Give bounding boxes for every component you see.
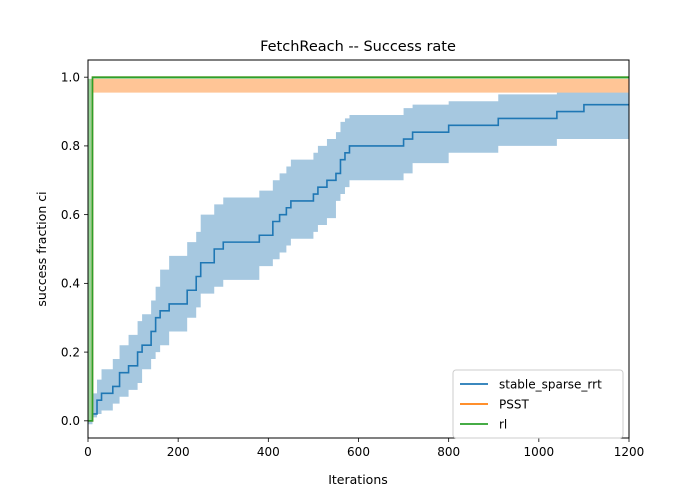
- x-tick-label: 600: [347, 445, 370, 459]
- y-tick-label: 0.0: [61, 414, 80, 428]
- series-line-stable_sparse_rrt: [88, 103, 629, 422]
- x-tick-label: 200: [167, 445, 190, 459]
- y-axis-label: success fraction ci: [34, 191, 49, 306]
- x-tick-label: 400: [257, 445, 280, 459]
- series-lines: [88, 76, 629, 422]
- y-tick-label: 0.8: [61, 139, 80, 153]
- confidence-bands: [88, 77, 629, 425]
- series-line-rl: [88, 76, 629, 422]
- x-tick-label: 0: [84, 445, 92, 459]
- x-tick-label: 1000: [524, 445, 555, 459]
- x-axis-label: Iterations: [328, 472, 388, 487]
- x-axis: 0 200 400 600 800 1000 1200: [84, 438, 644, 459]
- legend-label-PSST: PSST: [499, 397, 529, 411]
- series-band-stable_sparse_rrt: [88, 90, 629, 425]
- legend-label-stable_sparse_rrt: stable_sparse_rrt: [499, 377, 602, 391]
- y-axis: 0.0 0.2 0.4 0.6 0.8 1.0: [61, 70, 88, 428]
- chart-title: FetchReach -- Success rate: [260, 39, 456, 55]
- y-tick-label: 1.0: [61, 70, 80, 84]
- x-tick-label: 1200: [614, 445, 645, 459]
- x-tick-label: 800: [437, 445, 460, 459]
- y-tick-label: 0.4: [61, 277, 80, 291]
- legend-label-rl: rl: [499, 417, 507, 431]
- plot-area: [87, 59, 630, 439]
- y-tick-label: 0.2: [61, 345, 80, 359]
- legend-box: [452, 369, 624, 439]
- y-tick-label: 0.6: [61, 208, 80, 222]
- legend: stable_sparse_rrt PSST rl: [452, 369, 624, 439]
